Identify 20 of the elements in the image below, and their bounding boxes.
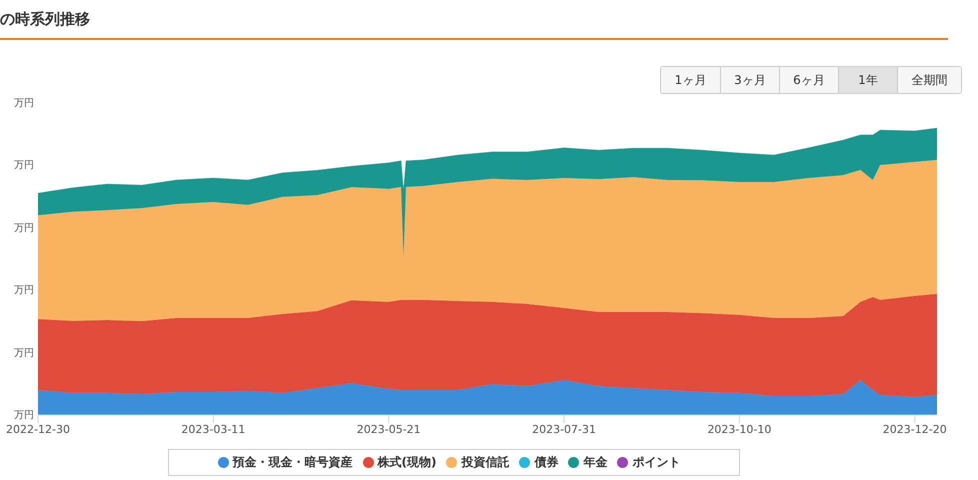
x-tick-label: 2023-07-31	[532, 422, 596, 436]
legend-label: 年金	[583, 455, 608, 469]
text: 万円	[14, 159, 34, 172]
period-selector: 1ヶ月 3ヶ月 6ヶ月 1年 全期間	[660, 66, 962, 94]
text: 万円	[14, 222, 34, 235]
chart-title: の時系列推移	[0, 10, 90, 29]
legend-label: 株式(現物)	[378, 455, 436, 469]
text: 万円	[14, 346, 34, 360]
x-tick-label: 2023-05-21	[356, 422, 421, 436]
text: 万円	[14, 97, 34, 110]
x-tick-label: 2023-03-11	[181, 422, 246, 436]
x-tick-label: 2022-12-30	[6, 422, 70, 436]
x-tick-label: 2023-10-10	[707, 422, 772, 436]
text: 万円	[14, 409, 34, 422]
text: 万円	[14, 284, 34, 298]
legend-label: 投資信託	[461, 455, 510, 469]
legend-label: ポイント	[632, 455, 680, 469]
legend-label: 債券	[534, 455, 558, 469]
x-tick-label: 2023-12-20	[882, 422, 947, 436]
legend-label: 預金・現金・暗号資産	[232, 455, 353, 469]
